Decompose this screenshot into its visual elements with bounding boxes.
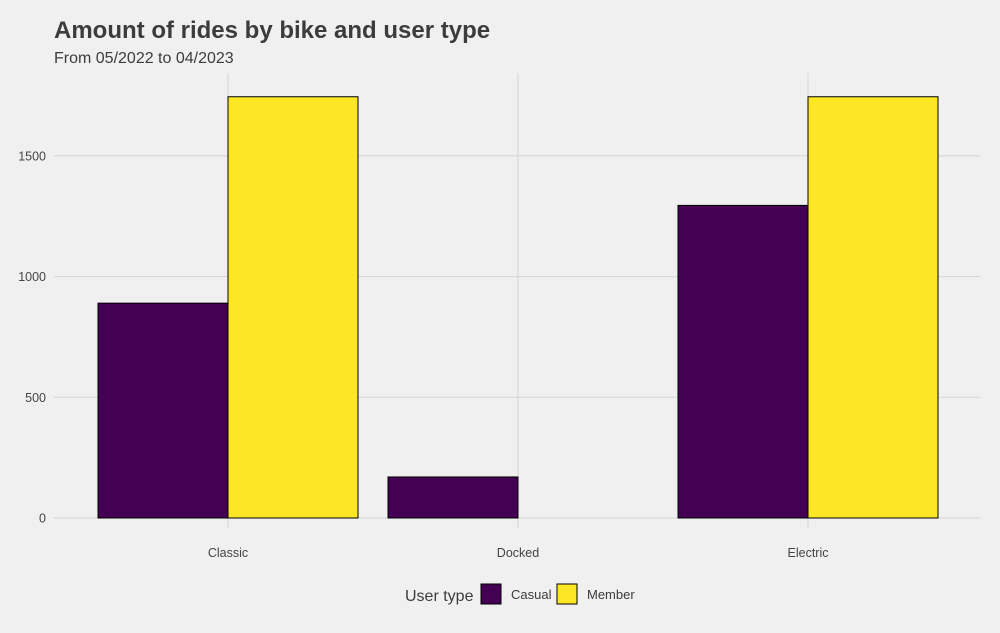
legend-label-member: Member <box>587 587 635 602</box>
bar-docked-casual <box>387 476 519 519</box>
legend: User type Casual Member <box>405 583 635 605</box>
legend-label-casual: Casual <box>511 587 552 602</box>
bar-classic-casual <box>97 302 229 519</box>
legend-title: User type <box>405 588 474 605</box>
bar-electric-casual <box>677 204 809 519</box>
y-tick-label: 1000 <box>18 270 46 284</box>
bar-electric-member <box>807 96 939 519</box>
legend-swatch-casual <box>480 583 502 605</box>
y-tick-label: 1500 <box>18 149 46 163</box>
legend-swatch-member <box>556 583 578 605</box>
chart-subtitle: From 05/2022 to 04/2023 <box>54 50 234 67</box>
y-axis-ticks: 0 500 1000 1500 <box>18 149 46 525</box>
bars <box>97 96 939 519</box>
x-tick-label-electric: Electric <box>788 546 829 560</box>
x-tick-label-docked: Docked <box>497 546 539 560</box>
x-axis-ticks: Classic Docked Electric <box>208 546 829 560</box>
bar-classic-member <box>227 96 359 519</box>
y-tick-label: 500 <box>25 391 46 405</box>
x-tick-label-classic: Classic <box>208 546 248 560</box>
chart-title: Amount of rides by bike and user type <box>54 17 490 44</box>
y-tick-label: 0 <box>39 512 46 526</box>
